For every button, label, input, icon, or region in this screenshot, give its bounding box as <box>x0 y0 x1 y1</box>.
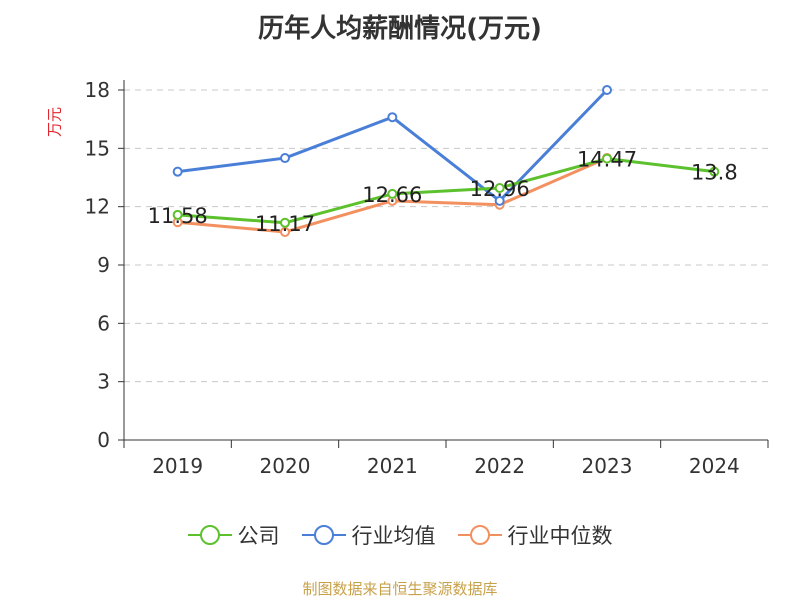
legend-line-marker-icon <box>457 525 502 545</box>
x-tick-label: 2020 <box>260 454 311 478</box>
data-point <box>494 183 505 193</box>
x-tick-label: 2023 <box>582 454 633 478</box>
legend-item-industry-median[interactable]: 行业中位数 <box>457 520 613 550</box>
x-tick-label: 2021 <box>367 454 418 478</box>
y-tick-label: 3 <box>97 370 110 394</box>
data-point <box>709 166 720 177</box>
legend-item-company[interactable]: 公司 <box>187 520 280 550</box>
source-note: 制图数据来自恒生聚源数据库 <box>302 580 498 598</box>
legend: 公司 行业均值 行业中位数 <box>0 520 800 550</box>
y-tick-label: 15 <box>85 136 110 160</box>
y-tick-label: 6 <box>97 311 110 335</box>
data-point <box>387 188 398 199</box>
data-point <box>172 209 183 220</box>
chart-title: 历年人均薪酬情况(万元) <box>258 14 542 44</box>
data-label: 11.58 <box>148 204 208 228</box>
data-point <box>280 153 290 164</box>
data-point <box>602 153 612 164</box>
legend-label: 行业均值 <box>351 524 436 548</box>
y-tick-label: 9 <box>97 253 110 277</box>
y-tick-label: 12 <box>85 195 110 219</box>
y-tick-label: 18 <box>85 78 110 102</box>
x-tick-label: 2024 <box>689 454 740 478</box>
legend-label: 行业中位数 <box>507 524 613 548</box>
legend-label: 公司 <box>237 524 280 548</box>
legend-line-marker-icon <box>187 525 232 545</box>
y-tick-label: 0 <box>97 428 110 452</box>
data-point <box>280 226 290 237</box>
data-point <box>602 85 612 95</box>
data-point <box>172 166 183 177</box>
legend-item-industry-mean[interactable]: 行业均值 <box>301 520 436 550</box>
data-label: 12.66 <box>362 183 422 207</box>
legend-line-marker-icon <box>301 525 346 545</box>
data-point <box>494 195 505 206</box>
data-label: 13.8 <box>691 161 738 185</box>
data-label: 11.17 <box>255 212 315 236</box>
x-tick-label: 2019 <box>152 454 203 478</box>
data-label: 14.47 <box>577 148 637 172</box>
data-point <box>387 112 398 123</box>
data-point <box>280 217 290 228</box>
series-line <box>177 157 715 225</box>
data-label: 12.96 <box>470 177 530 201</box>
x-tick-label: 2022 <box>474 454 525 478</box>
